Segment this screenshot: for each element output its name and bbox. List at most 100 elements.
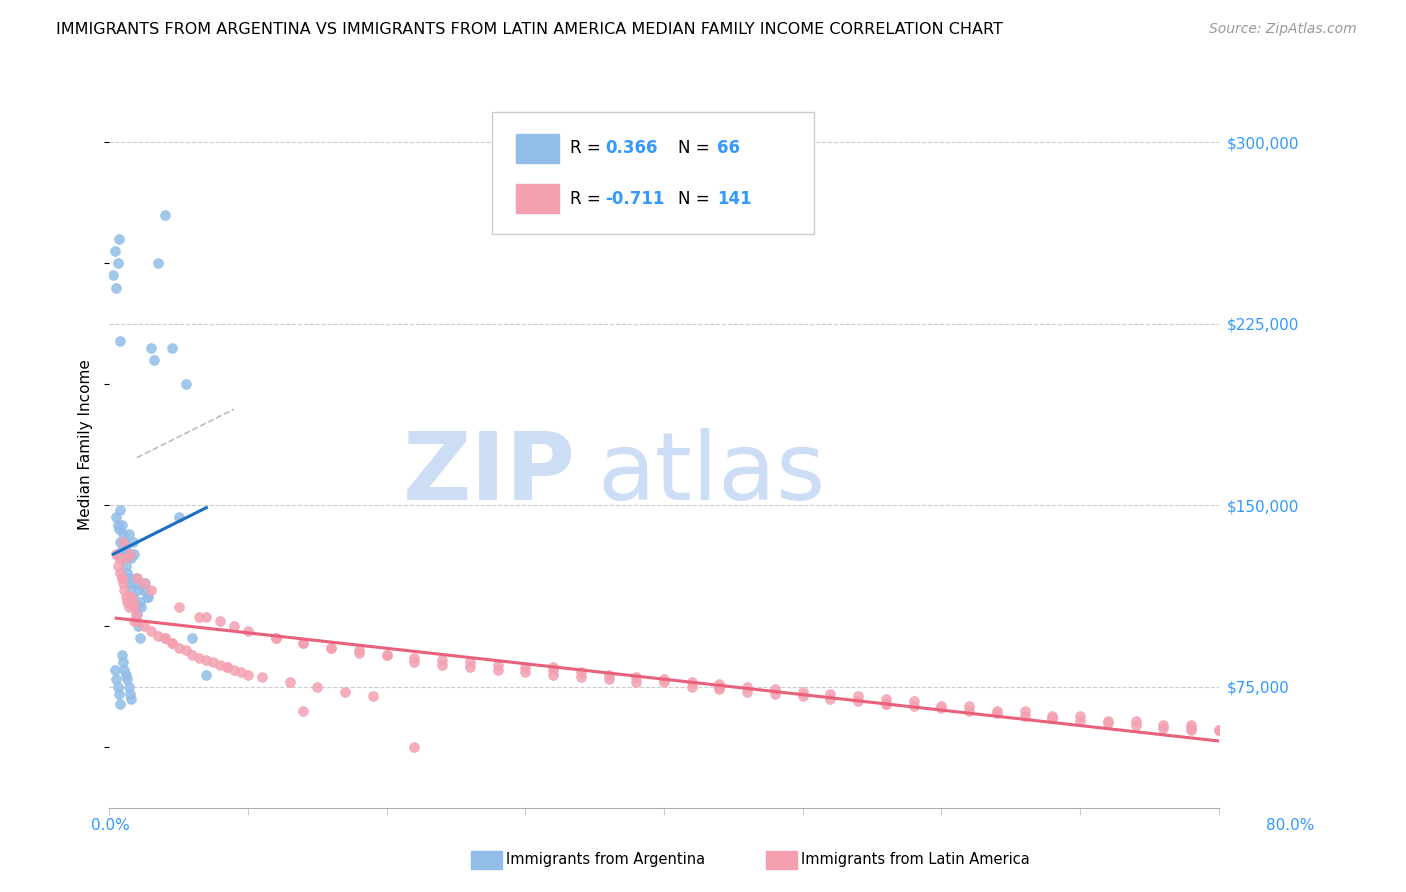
Point [541, 663, 564, 677]
Text: atlas: atlas [598, 428, 825, 520]
Point [209, 615, 232, 629]
Point [117, 595, 139, 609]
Point [181, 648, 204, 663]
Point [107, 517, 129, 532]
Point [146, 256, 169, 270]
Point [792, 684, 814, 698]
Point [114, 582, 136, 597]
Point [486, 657, 509, 672]
Point [122, 547, 145, 561]
Point [115, 667, 138, 681]
Point [1097, 715, 1119, 730]
Point [136, 590, 159, 604]
Point [105, 510, 128, 524]
Point [129, 599, 152, 614]
Point [1040, 711, 1063, 725]
Point [361, 690, 384, 704]
Point [264, 632, 287, 646]
Point [118, 590, 141, 604]
Point [104, 244, 127, 259]
Point [598, 667, 620, 681]
Point [120, 691, 142, 706]
Bar [516, 134, 558, 162]
Text: R =: R = [569, 190, 606, 208]
Point [957, 704, 980, 718]
Point [1014, 704, 1036, 718]
Point [292, 704, 315, 718]
Point [111, 541, 134, 556]
Point [174, 643, 197, 657]
Point [195, 609, 218, 624]
Point [139, 582, 162, 597]
Point [118, 687, 141, 701]
Point [931, 698, 953, 713]
Point [120, 582, 142, 597]
Point [122, 615, 145, 629]
Point [167, 640, 190, 655]
Text: 141: 141 [717, 190, 752, 208]
Text: R =: R = [569, 139, 606, 157]
Point [1180, 718, 1202, 732]
Text: N =: N = [679, 139, 716, 157]
Text: Immigrants from Latin America: Immigrants from Latin America [801, 853, 1031, 867]
Point [118, 527, 141, 541]
Point [118, 599, 141, 614]
Point [114, 534, 136, 549]
Point [458, 656, 481, 670]
Point [278, 674, 301, 689]
Point [115, 590, 138, 604]
Point [404, 656, 426, 670]
Text: 66: 66 [717, 139, 741, 157]
Point [217, 660, 239, 674]
Point [174, 377, 197, 392]
Point [333, 684, 356, 698]
Point [153, 632, 176, 646]
Point [188, 650, 211, 665]
Point [229, 665, 252, 680]
Point [115, 551, 138, 566]
Text: 80.0%: 80.0% [1267, 818, 1315, 832]
Point [125, 615, 148, 629]
Point [652, 673, 675, 687]
Point [132, 582, 155, 597]
Text: 0.0%: 0.0% [91, 818, 131, 832]
Point [128, 632, 150, 646]
Point [735, 680, 758, 694]
Point [763, 687, 786, 701]
Point [115, 541, 138, 556]
Point [763, 682, 786, 697]
Point [1180, 723, 1202, 738]
Point [110, 503, 132, 517]
Point [118, 680, 141, 694]
Point [903, 694, 925, 708]
Point [118, 575, 141, 590]
Point [307, 680, 329, 694]
Point [875, 691, 897, 706]
Point [1040, 708, 1063, 723]
Point [107, 558, 129, 573]
Point [108, 551, 131, 566]
Point [875, 697, 897, 711]
Point [209, 657, 232, 672]
Point [903, 698, 925, 713]
Point [107, 680, 129, 694]
Text: -0.711: -0.711 [605, 190, 665, 208]
Point [108, 523, 131, 537]
Text: N =: N = [679, 190, 716, 208]
Point [112, 534, 135, 549]
Point [430, 657, 453, 672]
Point [114, 551, 136, 566]
Point [118, 547, 141, 561]
Point [142, 353, 165, 368]
Point [1125, 718, 1147, 732]
Point [167, 599, 190, 614]
Text: Immigrants from Argentina: Immigrants from Argentina [506, 853, 706, 867]
Point [105, 673, 128, 687]
Bar [516, 185, 558, 213]
FancyBboxPatch shape [492, 112, 814, 235]
Point [167, 510, 190, 524]
Point [321, 640, 343, 655]
Point [128, 595, 150, 609]
Point [264, 632, 287, 646]
Point [1097, 714, 1119, 728]
